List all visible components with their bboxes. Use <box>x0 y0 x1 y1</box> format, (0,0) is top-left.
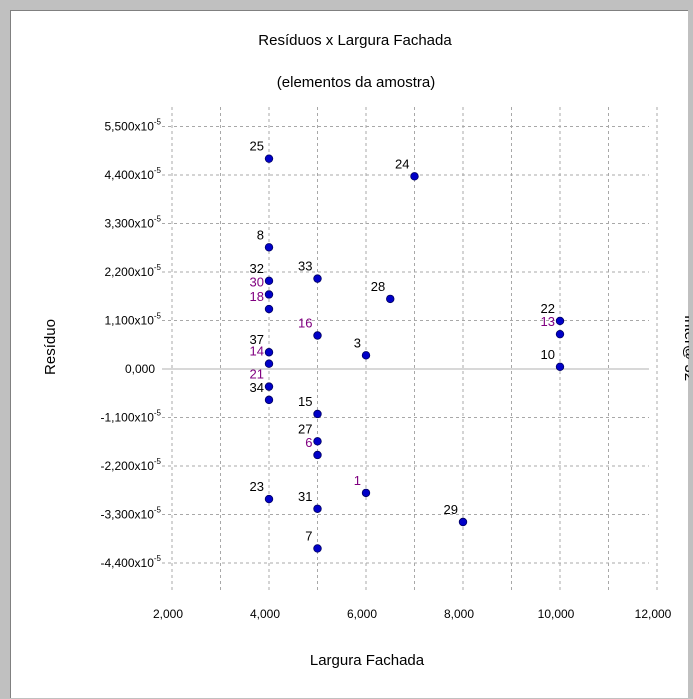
y-tick-label: -1,100x10-5 <box>101 409 162 425</box>
data-point <box>313 504 322 513</box>
chart-title: Resíduos x Largura Fachada <box>258 32 452 49</box>
y-tick-label: 2,200x10-5 <box>104 263 161 279</box>
point-label: 1 <box>354 473 361 488</box>
data-point <box>264 494 274 504</box>
point-label: 13 <box>541 314 555 329</box>
point-label: 18 <box>250 289 264 304</box>
point-label: 3 <box>354 335 361 350</box>
point-label: 23 <box>250 479 264 494</box>
point-label: 8 <box>257 227 264 242</box>
point-label: 27 <box>298 421 312 436</box>
x-tick-label: 2,000 <box>153 607 183 621</box>
data-point <box>264 382 274 391</box>
point-label: 7 <box>305 528 312 543</box>
data-point <box>361 351 371 360</box>
scatter-chart: Resíduos x Largura Fachada (elementos da… <box>42 32 689 669</box>
point-label: 16 <box>298 315 312 330</box>
y-tick-label: -4,400x10-5 <box>101 554 162 570</box>
x-tick-label: 6,000 <box>347 607 377 621</box>
data-point <box>361 488 371 498</box>
x-tick-label: 10,000 <box>538 607 575 621</box>
clipped-side-text: Inter@ 32 <box>681 315 689 381</box>
x-tick-label: 12,000 <box>635 607 672 621</box>
point-label: 32 <box>250 261 264 276</box>
data-point <box>264 304 274 314</box>
y-tick-label: 4,400x10-5 <box>104 166 161 182</box>
data-point <box>555 316 565 326</box>
y-axis-title: Resíduo <box>42 319 59 375</box>
point-label: 22 <box>541 301 555 316</box>
y-tick-label: 1,100x10-5 <box>104 312 161 328</box>
y-axis-ticks: 5,500x10-5 4,400x10-5 3,300x10-5 2,200x10-5… <box>101 118 162 571</box>
grid <box>162 107 658 591</box>
data-point <box>264 359 274 368</box>
x-tick-label: 4,000 <box>250 607 280 621</box>
point-label: 30 <box>250 274 264 289</box>
point-label: 28 <box>371 279 385 294</box>
x-axis-title: Largura Fachada <box>310 652 425 669</box>
data-point <box>313 544 322 553</box>
point-label: 31 <box>298 489 312 504</box>
y-tick-label: -3,300x10-5 <box>101 506 162 522</box>
chart-panel: Resíduos x Largura Fachada (elementos da… <box>10 10 689 698</box>
x-axis-ticks: 2,000 4,000 6,000 8,000 10,000 12,000 <box>153 607 672 621</box>
point-label: 21 <box>250 367 264 382</box>
point-label: 34 <box>250 380 264 395</box>
data-point <box>386 294 395 304</box>
point-label: 29 <box>444 502 458 517</box>
y-tick-label: 5,500x10-5 <box>104 118 161 134</box>
y-tick-label: 0,000 <box>125 362 155 376</box>
data-point <box>264 243 274 252</box>
data-point <box>458 517 468 527</box>
plot-area <box>162 107 649 591</box>
data-point <box>264 154 274 163</box>
point-label: 37 <box>250 332 264 347</box>
y-tick-label: -2,200x10-5 <box>101 457 162 473</box>
point-label: 14 <box>250 344 264 359</box>
data-point <box>313 331 322 340</box>
data-point <box>264 348 274 357</box>
point-label: 33 <box>298 259 312 274</box>
data-point <box>264 290 274 299</box>
chart-subtitle: (elementos da amostra) <box>277 74 435 91</box>
y-tick-label: 3,300x10-5 <box>104 215 161 231</box>
data-point <box>410 172 419 181</box>
data-point <box>264 276 274 286</box>
data-point <box>555 329 565 339</box>
point-label: 10 <box>541 347 555 362</box>
x-tick-label: 8,000 <box>444 607 474 621</box>
data-point <box>555 362 565 371</box>
data-point <box>313 274 322 283</box>
data-point <box>313 437 322 446</box>
data-point <box>313 409 322 419</box>
data-point <box>264 395 274 405</box>
point-label: 6 <box>305 435 312 450</box>
point-label: 25 <box>250 139 264 154</box>
point-label: 24 <box>395 156 409 171</box>
point-label: 15 <box>298 394 312 409</box>
data-point <box>313 450 322 460</box>
